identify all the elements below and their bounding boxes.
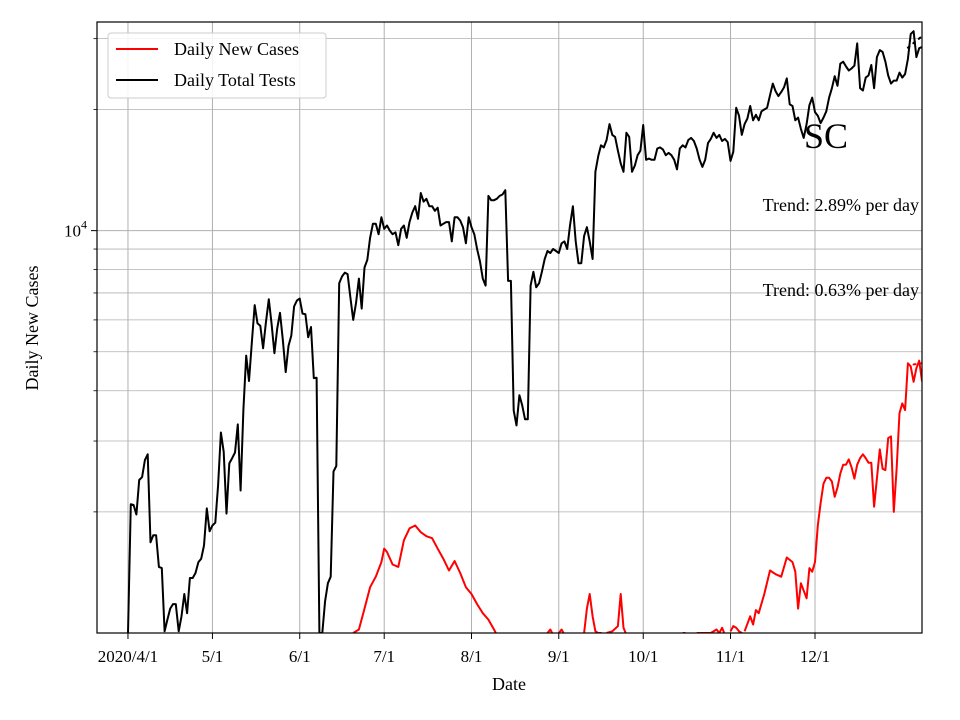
trend-annotation-tests: Trend: 2.89% per day (763, 195, 919, 215)
y-axis-ticks: 104 (64, 38, 97, 513)
y-axis-label: Daily New Cases (22, 266, 42, 391)
x-tick-label: 12/1 (800, 647, 830, 666)
grid-lines (97, 22, 922, 633)
x-tick-label: 6/1 (289, 647, 311, 666)
legend: Daily New Cases Daily Total Tests (107, 32, 327, 99)
chart-title: SC (804, 116, 848, 156)
legend-label-cases: Daily New Cases (174, 39, 299, 59)
trend-annotation-cases: Trend: 0.63% per day (763, 280, 919, 300)
legend-label-tests: Daily Total Tests (174, 70, 296, 90)
series-line-daily-new-cases (352, 359, 922, 633)
x-tick-label: 11/1 (716, 647, 746, 666)
x-tick-label: 7/1 (373, 647, 395, 666)
x-axis-label: Date (492, 674, 526, 694)
series-lines (127, 30, 922, 633)
y-tick-label: 104 (64, 218, 87, 241)
x-tick-label: 5/1 (202, 647, 224, 666)
x-tick-label: 8/1 (461, 647, 483, 666)
plot-frame (96, 21, 923, 634)
x-tick-label: 2020/4/1 (98, 647, 158, 666)
x-tick-label: 9/1 (548, 647, 570, 666)
x-axis-ticks: 2020/4/1 5/1 6/1 7/1 8/1 9/1 10/1 11/1 12/1 (98, 633, 830, 666)
series-line-daily-total-tests (127, 30, 922, 633)
x-tick-label: 10/1 (628, 647, 658, 666)
legend-box (107, 32, 327, 99)
trend-line-tests (906, 34, 922, 49)
